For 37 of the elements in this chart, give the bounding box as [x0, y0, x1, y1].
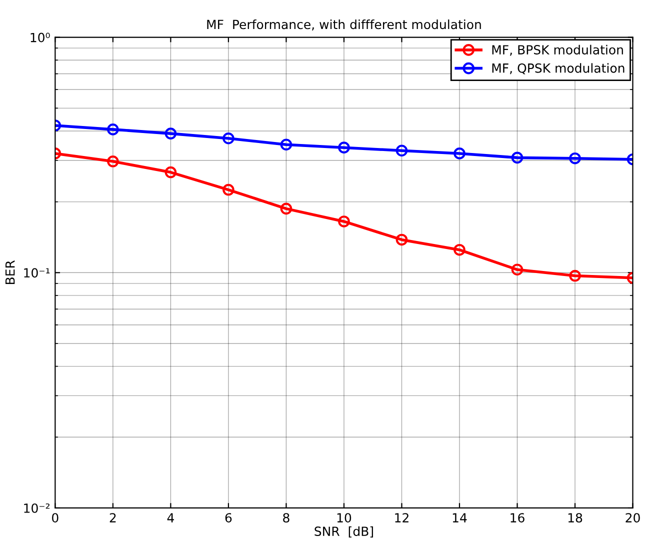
point — [511, 152, 524, 164]
x-tick-label: 8 — [283, 513, 290, 523]
legend-label: MF, QPSK modulation — [492, 63, 624, 74]
point — [164, 166, 177, 178]
point — [454, 148, 466, 160]
point — [569, 270, 581, 282]
chart-title: MF Performance, with diffferent modulation — [207, 19, 481, 30]
point — [338, 216, 350, 228]
x-tick-label: 0 — [52, 513, 58, 523]
x-tick-label: 2 — [110, 513, 116, 522]
x-tick-label: 12 — [395, 513, 408, 522]
y-tick-label: 10⁻² — [24, 503, 50, 513]
point — [107, 124, 119, 136]
x-tick-label: 6 — [225, 513, 232, 523]
x-tick-label: 18 — [568, 513, 582, 523]
point — [280, 138, 292, 151]
x-tick-label: 4 — [167, 513, 174, 522]
point — [454, 244, 466, 256]
point — [338, 142, 350, 154]
point — [222, 184, 234, 196]
x-tick-label: 16 — [510, 513, 524, 523]
point — [396, 144, 408, 157]
point — [164, 128, 177, 140]
point — [222, 132, 234, 144]
x-tick-label: 20 — [626, 513, 640, 523]
y-tick-label: 10⁰ — [30, 32, 50, 42]
y-tick-label: 10⁻¹ — [24, 268, 50, 278]
x-tick-label: 10 — [337, 513, 352, 523]
point — [396, 234, 408, 246]
point — [280, 202, 292, 215]
x-tick-label: 14 — [452, 513, 467, 522]
point — [569, 152, 581, 164]
point — [511, 264, 524, 276]
legend-label: MF, BPSK modulation — [492, 44, 623, 56]
y-axis-title: BER — [6, 260, 15, 284]
point — [107, 155, 119, 168]
x-axis-title: SNR [dB] — [314, 526, 373, 538]
